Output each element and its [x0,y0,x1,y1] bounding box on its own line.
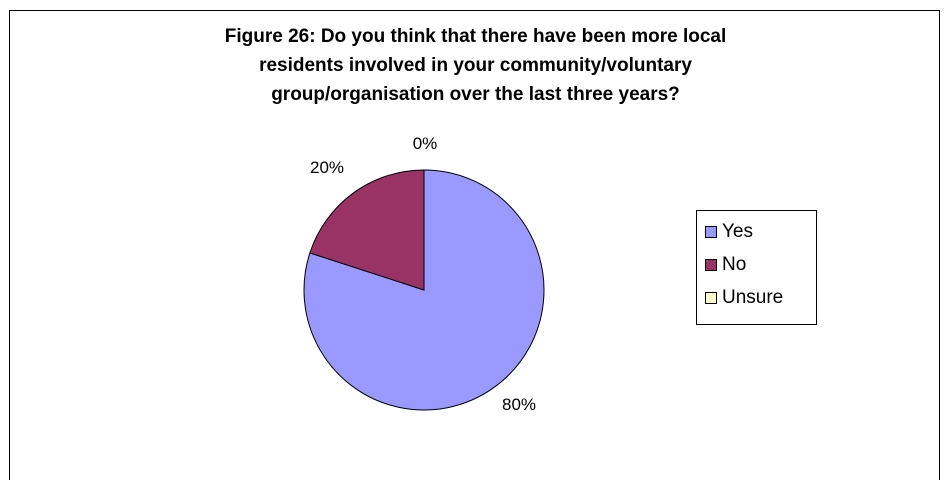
legend-swatch-yes [705,225,717,238]
legend-swatch-no [705,258,717,271]
chart-legend: Yes No Unsure [696,210,817,325]
chart-title-line: group/organisation over the last three y… [271,84,680,105]
legend-swatch-unsure [705,291,717,304]
legend-item-no: No [705,248,816,281]
data-label-yes: 80% [502,395,536,414]
pie-slice-no [309,169,425,291]
legend-label-yes: Yes [722,220,753,242]
legend-item-yes: Yes [705,215,816,248]
legend-label-no: No [722,253,747,275]
chart-title: Figure 26: Do you think that there have … [0,22,951,109]
chart-title-line: Figure 26: Do you think that there have … [224,26,727,47]
legend-item-unsure: Unsure [705,281,816,314]
data-label-unsure: 0% [413,134,438,153]
legend-label-unsure: Unsure [722,286,784,308]
chart-title-line: residents involved in your community/vol… [259,55,692,76]
data-label-no: 20% [310,158,344,177]
